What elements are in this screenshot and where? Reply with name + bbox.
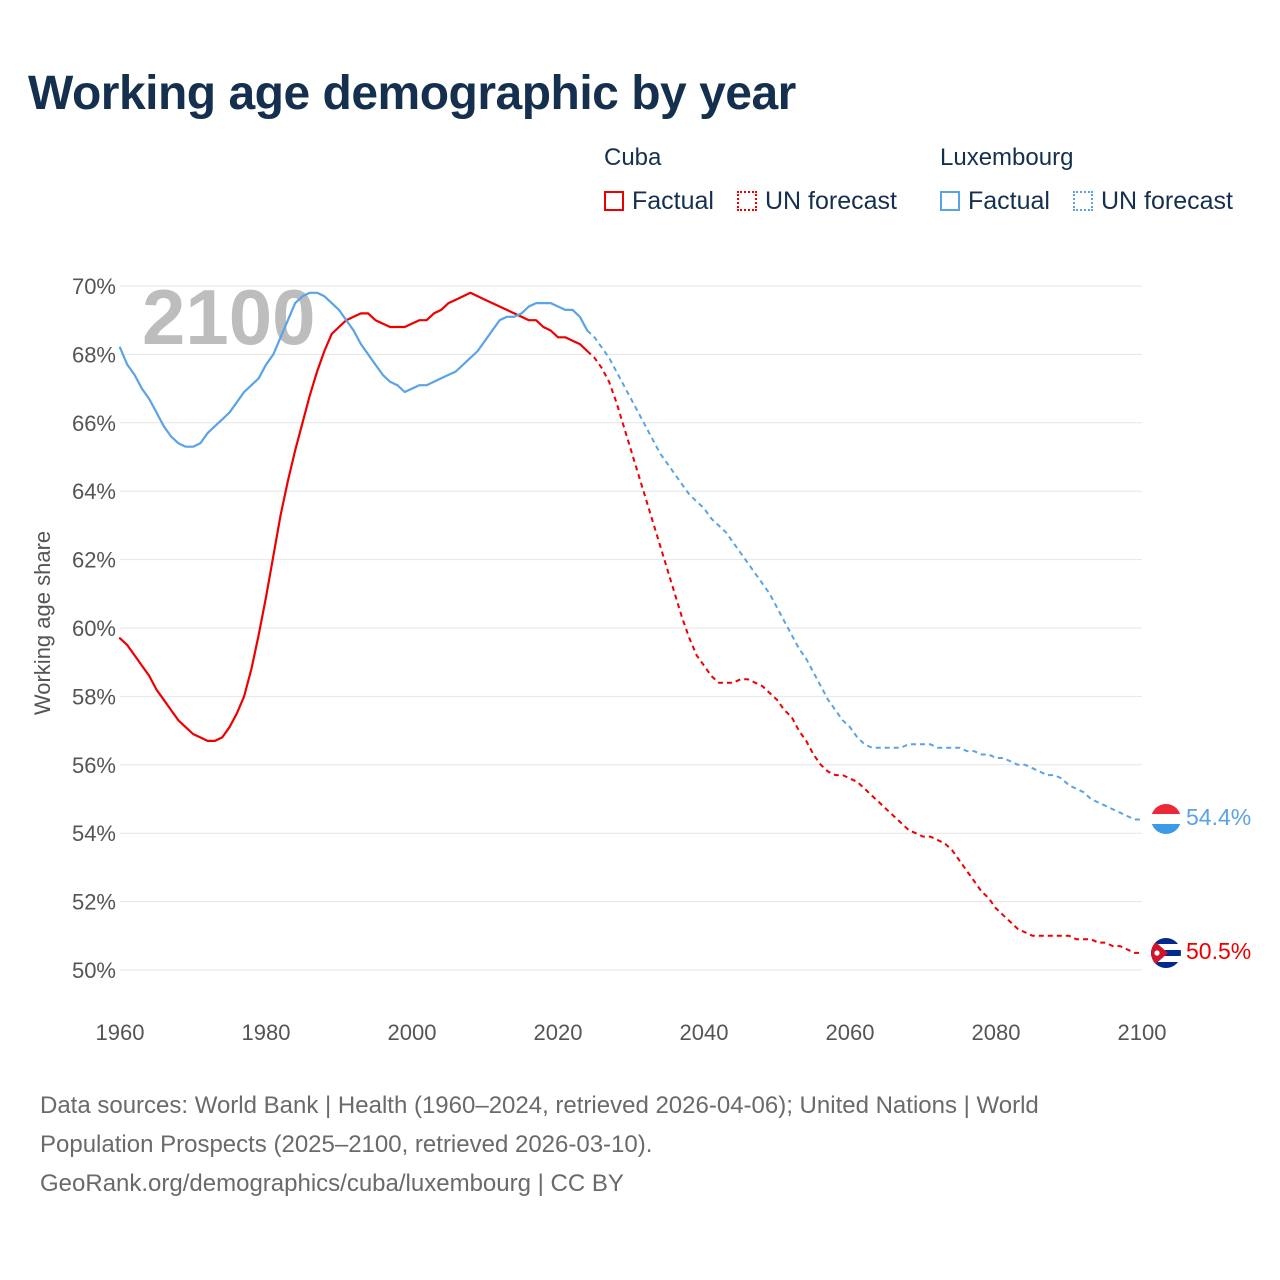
cuba-end-label: 50.5%: [1186, 938, 1251, 964]
x-tick-label-2020: 2020: [534, 1020, 583, 1045]
chart-title: Working age demographic by year: [28, 67, 796, 120]
legend-swatch-luxembourg-forecast: [1073, 191, 1093, 211]
legend-cuba-forecast-label: UN forecast: [765, 186, 897, 215]
legend-cuba-factual-label: Factual: [632, 186, 714, 215]
y-tick-label-54: 54%: [72, 821, 116, 846]
footer-sources-line-2: Population Prospects (2025–2100, retriev…: [40, 1131, 653, 1158]
legend-group-luxembourg: Luxembourg: [940, 144, 1074, 171]
gridlines: [120, 285, 1142, 971]
y-axis-ticks: 50% 52% 54% 56% 58% 60% 62% 64% 66% 68% 70%: [72, 274, 116, 983]
legend-swatch-luxembourg-factual: [940, 191, 960, 211]
x-axis-ticks: 1960 1980 2000 2020 2040 2060 2080 2100: [96, 1020, 1167, 1045]
luxembourg-forecast-line: [586, 329, 1142, 821]
x-tick-label-2100: 2100: [1118, 1020, 1167, 1045]
y-axis-label: Working age share: [30, 531, 55, 715]
cuba-flag-stripe-1: [1151, 938, 1181, 944]
luxembourg-flag-red: [1151, 804, 1181, 814]
y-tick-label-68: 68%: [72, 342, 116, 367]
x-tick-label-2060: 2060: [826, 1020, 875, 1045]
cuba-forecast-line: [586, 350, 1142, 954]
cuba-flag-star: [1154, 950, 1160, 956]
luxembourg-flag-blue: [1151, 824, 1181, 834]
legend-luxembourg-factual-label: Factual: [968, 186, 1050, 215]
legend-swatch-cuba-factual: [604, 191, 624, 211]
series-lines: [118, 291, 1142, 954]
x-tick-label-2040: 2040: [680, 1020, 729, 1045]
luxembourg-factual-line: [118, 291, 589, 448]
x-tick-label-2000: 2000: [388, 1020, 437, 1045]
luxembourg-end-label: 54.4%: [1186, 804, 1251, 830]
x-tick-label-1980: 1980: [242, 1020, 291, 1045]
legend-cuba-forecast[interactable]: UN forecast: [737, 186, 897, 216]
y-tick-label-70: 70%: [72, 274, 116, 299]
y-tick-label-64: 64%: [72, 479, 116, 504]
legend-cuba-factual[interactable]: Factual: [604, 186, 714, 216]
y-tick-label-60: 60%: [72, 616, 116, 641]
y-tick-label-52: 52%: [72, 890, 116, 915]
legend-group-cuba: Cuba: [604, 144, 662, 171]
luxembourg-flag-white: [1151, 814, 1181, 824]
y-tick-label-62: 62%: [72, 548, 116, 573]
y-tick-label-58: 58%: [72, 684, 116, 709]
y-tick-label-66: 66%: [72, 411, 116, 436]
legend-luxembourg-factual[interactable]: Factual: [940, 186, 1050, 216]
line-chart: 50%52%54%56%58%60%62%64%66%68%70% 1960 19…: [30, 273, 1251, 1045]
cuba-flag: [1151, 938, 1181, 968]
cuba-flag-stripe-3: [1151, 962, 1181, 968]
y-tick-label-56: 56%: [72, 753, 116, 778]
footer: Data sources: World Bank | Health (1960–…: [40, 1086, 1220, 1203]
luxembourg-flag: [1151, 804, 1181, 834]
legend-swatch-cuba-forecast: [737, 191, 757, 211]
x-tick-label-1960: 1960: [96, 1020, 145, 1045]
footer-sources-line-1: Data sources: World Bank | Health (1960–…: [40, 1092, 1039, 1119]
legend-luxembourg-forecast-label: UN forecast: [1101, 186, 1233, 215]
legend-luxembourg-forecast[interactable]: UN forecast: [1073, 186, 1233, 216]
x-tick-label-2080: 2080: [972, 1020, 1021, 1045]
year-overlay: 2100: [142, 273, 316, 361]
cuba-factual-line: [118, 291, 589, 743]
y-tick-label-50: 50%: [72, 958, 116, 983]
footer-link[interactable]: GeoRank.org/demographics/cuba/luxembourg…: [40, 1170, 624, 1197]
